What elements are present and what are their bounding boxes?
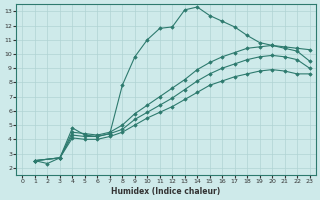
- X-axis label: Humidex (Indice chaleur): Humidex (Indice chaleur): [111, 187, 221, 196]
